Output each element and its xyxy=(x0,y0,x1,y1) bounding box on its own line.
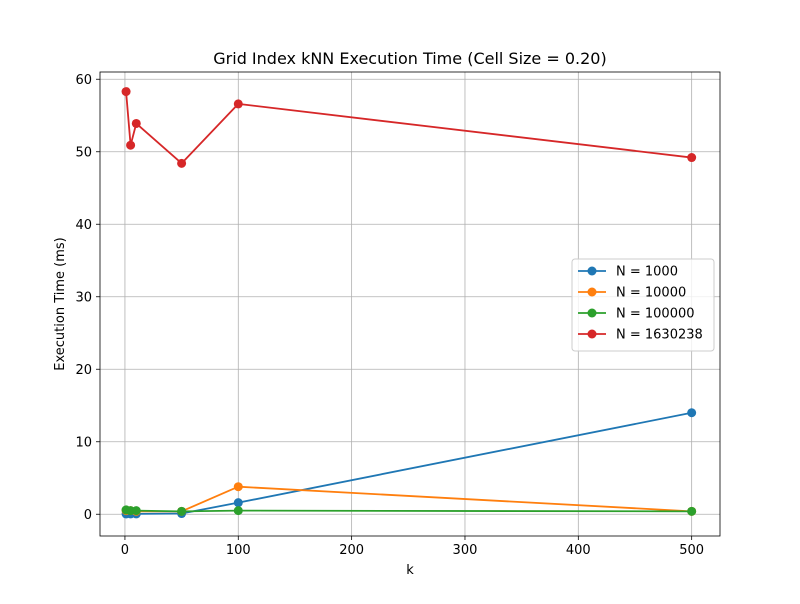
y-tick-label: 40 xyxy=(75,218,92,233)
legend-box xyxy=(571,258,715,352)
series-line xyxy=(125,91,692,165)
series-3 xyxy=(121,87,697,168)
legend: N = 1000 N = 10000 N = 100000 N = 1630238 xyxy=(571,258,715,352)
x-axis-label: k xyxy=(406,563,414,578)
y-tick-label: 60 xyxy=(75,73,92,88)
x-tick-label: 400 xyxy=(566,543,591,558)
legend-label: N = 1630238 xyxy=(616,328,703,343)
legend-marker xyxy=(587,329,597,339)
x-tick-label: 300 xyxy=(453,543,478,558)
data-point xyxy=(131,118,141,128)
legend-label: N = 10000 xyxy=(616,286,686,301)
axis-ticks: 0 100 200 300 400 500 0 10 20 30 40 50 60 xyxy=(75,73,704,558)
legend-item: N = 1000 xyxy=(578,265,678,280)
chart-title: Grid Index kNN Execution Time (Cell Size… xyxy=(213,49,606,68)
series-2 xyxy=(121,505,697,516)
data-point xyxy=(177,158,187,168)
legend-item: N = 100000 xyxy=(578,307,695,322)
data-point xyxy=(121,87,131,97)
data-point xyxy=(687,408,697,418)
legend-label: N = 100000 xyxy=(616,307,695,322)
data-point xyxy=(233,498,243,508)
legend-marker xyxy=(587,287,597,297)
y-tick-label: 30 xyxy=(75,290,92,305)
data-point xyxy=(131,506,141,516)
plot-frame xyxy=(99,71,721,537)
legend-item: N = 1630238 xyxy=(578,328,703,343)
y-tick-label: 10 xyxy=(75,435,92,450)
data-point xyxy=(177,506,187,516)
data-point xyxy=(687,153,697,163)
data-point xyxy=(233,482,243,492)
legend-marker xyxy=(587,266,597,276)
series-layer xyxy=(121,87,697,519)
x-tick-label: 100 xyxy=(226,543,251,558)
y-tick-label: 20 xyxy=(75,363,92,378)
y-tick-label: 0 xyxy=(84,508,92,523)
legend-item: N = 10000 xyxy=(578,286,686,301)
data-point xyxy=(233,99,243,109)
legend-label: N = 1000 xyxy=(616,265,678,280)
y-axis-label: Execution Time (ms) xyxy=(53,237,68,370)
x-tick-label: 500 xyxy=(679,543,704,558)
data-point xyxy=(126,140,136,150)
x-tick-label: 200 xyxy=(339,543,364,558)
data-point xyxy=(687,506,697,516)
data-point xyxy=(233,506,243,516)
x-tick-label: 0 xyxy=(121,543,129,558)
legend-marker xyxy=(587,308,597,318)
y-tick-label: 50 xyxy=(75,145,92,160)
